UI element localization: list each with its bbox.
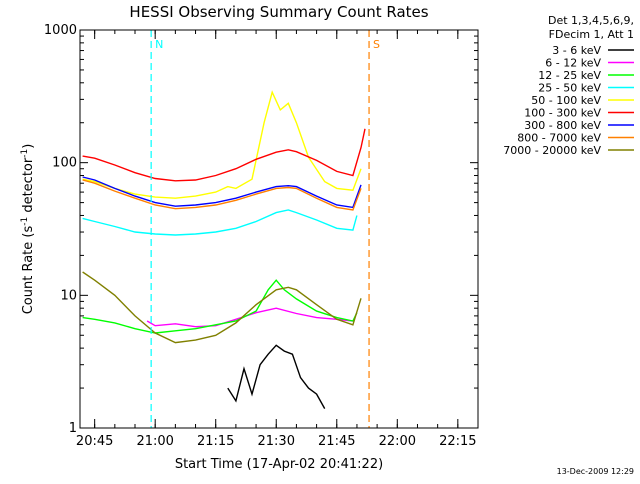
y-axis-label-end: )	[21, 144, 36, 149]
y-axis-label-main: Count Rate (s	[21, 226, 36, 315]
y-axis-label-sup1: -1	[20, 217, 30, 226]
x-tick-label: 21:00	[136, 434, 173, 449]
legend-label-50-100-kev: 50 - 100 keV	[531, 94, 601, 107]
legend-header-line-1: Det 1,3,4,5,6,9,	[548, 14, 634, 27]
series-line-25-50-kev	[82, 209, 358, 236]
legend-label-3-6-kev: 3 - 6 keV	[552, 44, 601, 57]
series-line-800-7000-kev	[82, 179, 362, 211]
series-line-100-300-kev	[82, 128, 366, 182]
series-line-50-100-kev	[82, 90, 362, 199]
x-tick-label: 20:45	[76, 434, 113, 449]
legend-label-25-50-kev: 25 - 50 keV	[538, 82, 601, 95]
marker-label-n: N	[155, 38, 163, 51]
series-line-3-6-kev	[227, 344, 326, 409]
tick-layer: 1 10 100 1000 20:45 21:00 21:15 21:30 21:45 22:00…	[44, 23, 479, 449]
x-tick-label: 21:45	[318, 434, 355, 449]
data-layer	[82, 90, 366, 409]
y-tick-label: 1	[69, 421, 77, 436]
y-axis-label: Count Rate (s-1 detector-1)	[20, 144, 36, 315]
y-tick-label: 100	[52, 156, 77, 171]
y-axis-label-sup2: -1	[20, 149, 30, 158]
series-line-7000-20000-kev	[82, 271, 362, 344]
x-tick-label: 21:15	[197, 434, 234, 449]
legend-label-7000-20000-kev: 7000 - 20000 keV	[503, 144, 601, 157]
legend: Det 1,3,4,5,6,9, FDecim 1, Att 1 3 - 6 k…	[503, 14, 634, 157]
plot-frame	[79, 29, 479, 429]
timestamp: 13-Dec-2009 12:29	[557, 467, 634, 476]
y-tick-label: 10	[60, 288, 77, 303]
x-axis-label: Start Time (17-Apr-02 20:41:22)	[175, 457, 383, 472]
legend-label-100-300-kev: 100 - 300 keV	[524, 107, 601, 120]
x-tick-label: 22:00	[379, 434, 416, 449]
legend-label-12-25-kev: 12 - 25 keV	[538, 69, 601, 82]
y-tick-label: 1000	[44, 23, 77, 38]
x-tick-label: 21:30	[258, 434, 295, 449]
y-axis-label-mid: detector	[21, 157, 36, 217]
marker-label-s: S	[373, 38, 380, 51]
legend-header-line-2: FDecim 1, Att 1	[549, 28, 634, 41]
series-line-300-800-kev	[82, 176, 362, 209]
x-tick-label: 22:15	[439, 434, 476, 449]
series-line-12-25-kev	[82, 279, 358, 334]
legend-label-800-7000-kev: 800 - 7000 keV	[517, 132, 601, 145]
legend-label-6-12-kev: 6 - 12 keV	[545, 57, 601, 70]
chart-title: HESSI Observing Summary Count Rates	[129, 3, 428, 21]
legend-label-300-800-kev: 300 - 800 keV	[524, 119, 601, 132]
